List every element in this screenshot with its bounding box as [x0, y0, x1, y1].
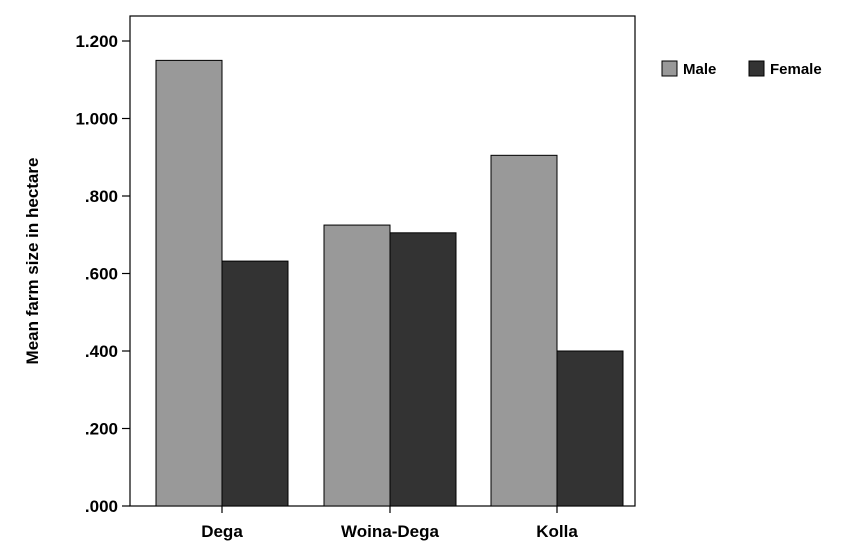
bar-female-woina-dega	[389, 232, 457, 507]
y-tick-label: 1.200	[75, 32, 118, 51]
y-tick-label: 1.000	[75, 110, 118, 129]
y-tick-label: .800	[85, 187, 118, 206]
y-tick-label: .400	[85, 342, 118, 361]
bar-male-kolla	[490, 154, 558, 507]
x-tick-label: Woina-Dega	[341, 522, 439, 541]
y-tick-label: .000	[85, 497, 118, 516]
legend: Male Female	[661, 60, 822, 78]
y-axis-title: Mean farm size in hectare	[23, 158, 42, 365]
x-axis: Dega Woina-Dega Kolla	[201, 506, 578, 541]
x-tick-label: Kolla	[536, 522, 578, 541]
bar-female-dega	[221, 260, 289, 507]
legend-label-male: Male	[683, 61, 716, 78]
bars	[155, 59, 624, 507]
y-axis: .000 .200 .400 .600 .800 1.000 1.200	[75, 32, 130, 516]
bar-female-kolla	[556, 350, 624, 507]
bar-male-dega	[155, 59, 223, 507]
legend-label-female: Female	[770, 61, 822, 78]
y-tick-label: .600	[85, 265, 118, 284]
bar-male-woina-dega	[323, 224, 391, 507]
legend-swatch-male	[661, 60, 678, 77]
x-tick-label: Dega	[201, 522, 243, 541]
legend-swatch-female	[748, 60, 765, 77]
y-tick-label: .200	[85, 420, 118, 439]
